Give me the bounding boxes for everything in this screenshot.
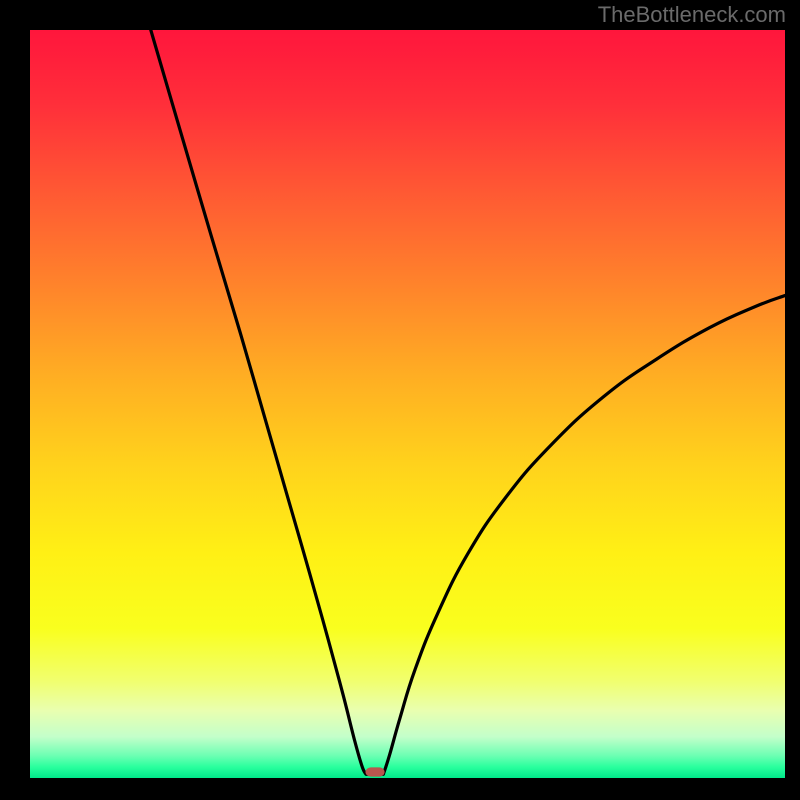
gradient-background — [30, 30, 785, 778]
bottleneck-chart — [0, 0, 800, 800]
watermark-text: TheBottleneck.com — [598, 2, 786, 28]
optimum-marker — [366, 768, 384, 776]
chart-container: TheBottleneck.com — [0, 0, 800, 800]
